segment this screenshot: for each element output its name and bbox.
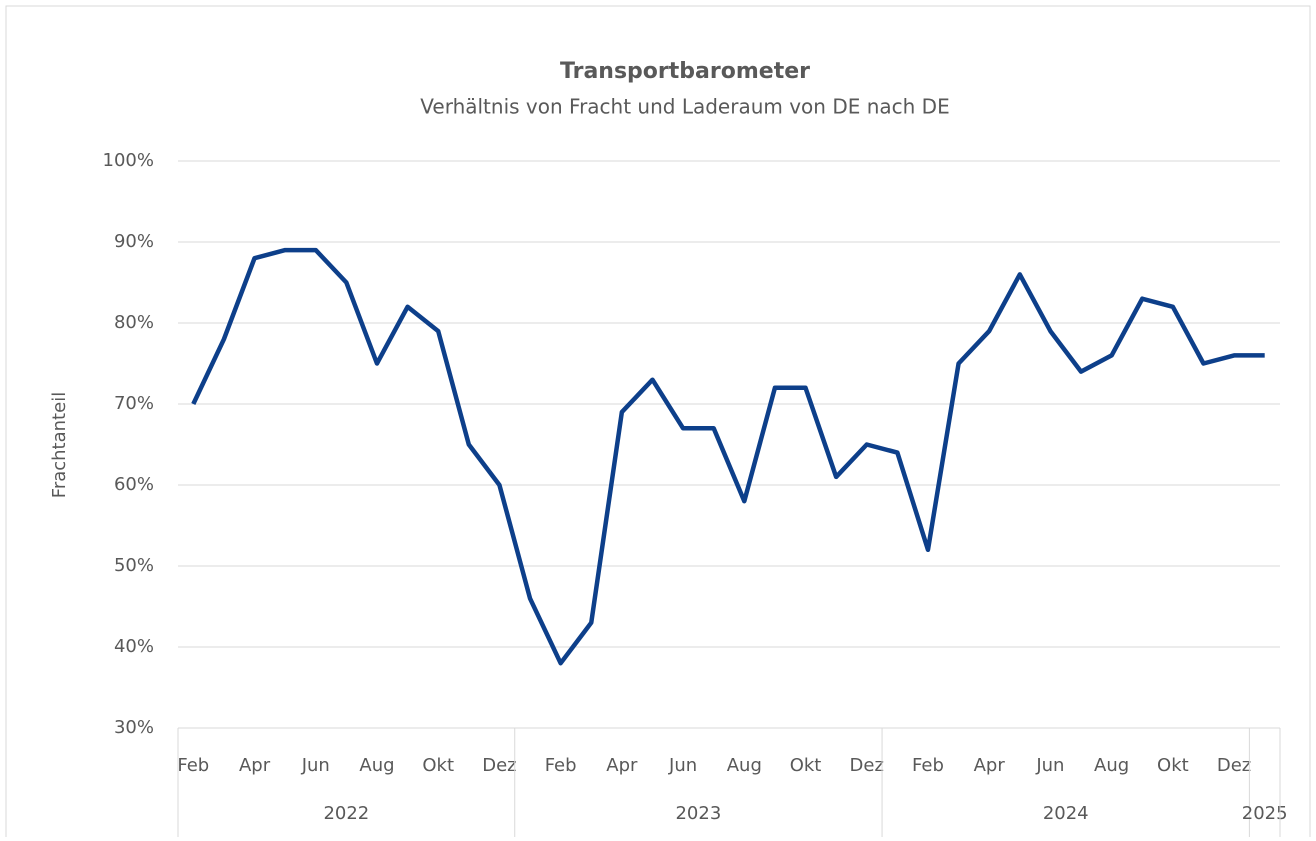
chart-subtitle: Verhältnis von Fracht und Laderaum von D…: [420, 95, 949, 119]
y-tick-label: 60%: [114, 474, 154, 495]
y-tick-label: 40%: [114, 636, 154, 657]
y-tick-label: 100%: [103, 150, 154, 171]
y-tick-label: 30%: [114, 717, 154, 738]
year-label: 2023: [675, 803, 721, 824]
y-tick-label: 90%: [114, 231, 154, 252]
x-tick-label: Jun: [301, 755, 330, 776]
chart-border: [5, 5, 1311, 841]
year-label: 2024: [1043, 803, 1089, 824]
y-axis-title: Frachtanteil: [49, 392, 70, 498]
x-tick-label: Jun: [668, 755, 697, 776]
x-tick-label: Dez: [1217, 755, 1251, 776]
year-label: 2022: [323, 803, 369, 824]
x-tick-label: Feb: [177, 755, 209, 776]
year-label: 2025: [1242, 803, 1288, 824]
x-tick-label: Apr: [974, 755, 1006, 776]
x-tick-label: Okt: [790, 755, 822, 776]
y-tick-label: 80%: [114, 312, 154, 333]
x-tick-label: Jun: [1035, 755, 1064, 776]
data-line: [191, 247, 1265, 666]
x-tick-label: Okt: [422, 755, 454, 776]
x-tick-label: Aug: [727, 755, 762, 776]
x-tick-label: Okt: [1157, 755, 1189, 776]
y-tick-label: 70%: [114, 393, 154, 414]
x-tick-label: Dez: [482, 755, 516, 776]
x-tick-label: Dez: [850, 755, 884, 776]
x-tick-label: Aug: [359, 755, 394, 776]
x-tick-label: Apr: [239, 755, 271, 776]
x-tick-label: Apr: [606, 755, 638, 776]
y-tick-label: 50%: [114, 555, 154, 576]
chart-title: Transportbarometer: [560, 59, 810, 84]
x-tick-label: Feb: [912, 755, 944, 776]
x-tick-label: Aug: [1094, 755, 1129, 776]
x-tick-label: Feb: [545, 755, 577, 776]
